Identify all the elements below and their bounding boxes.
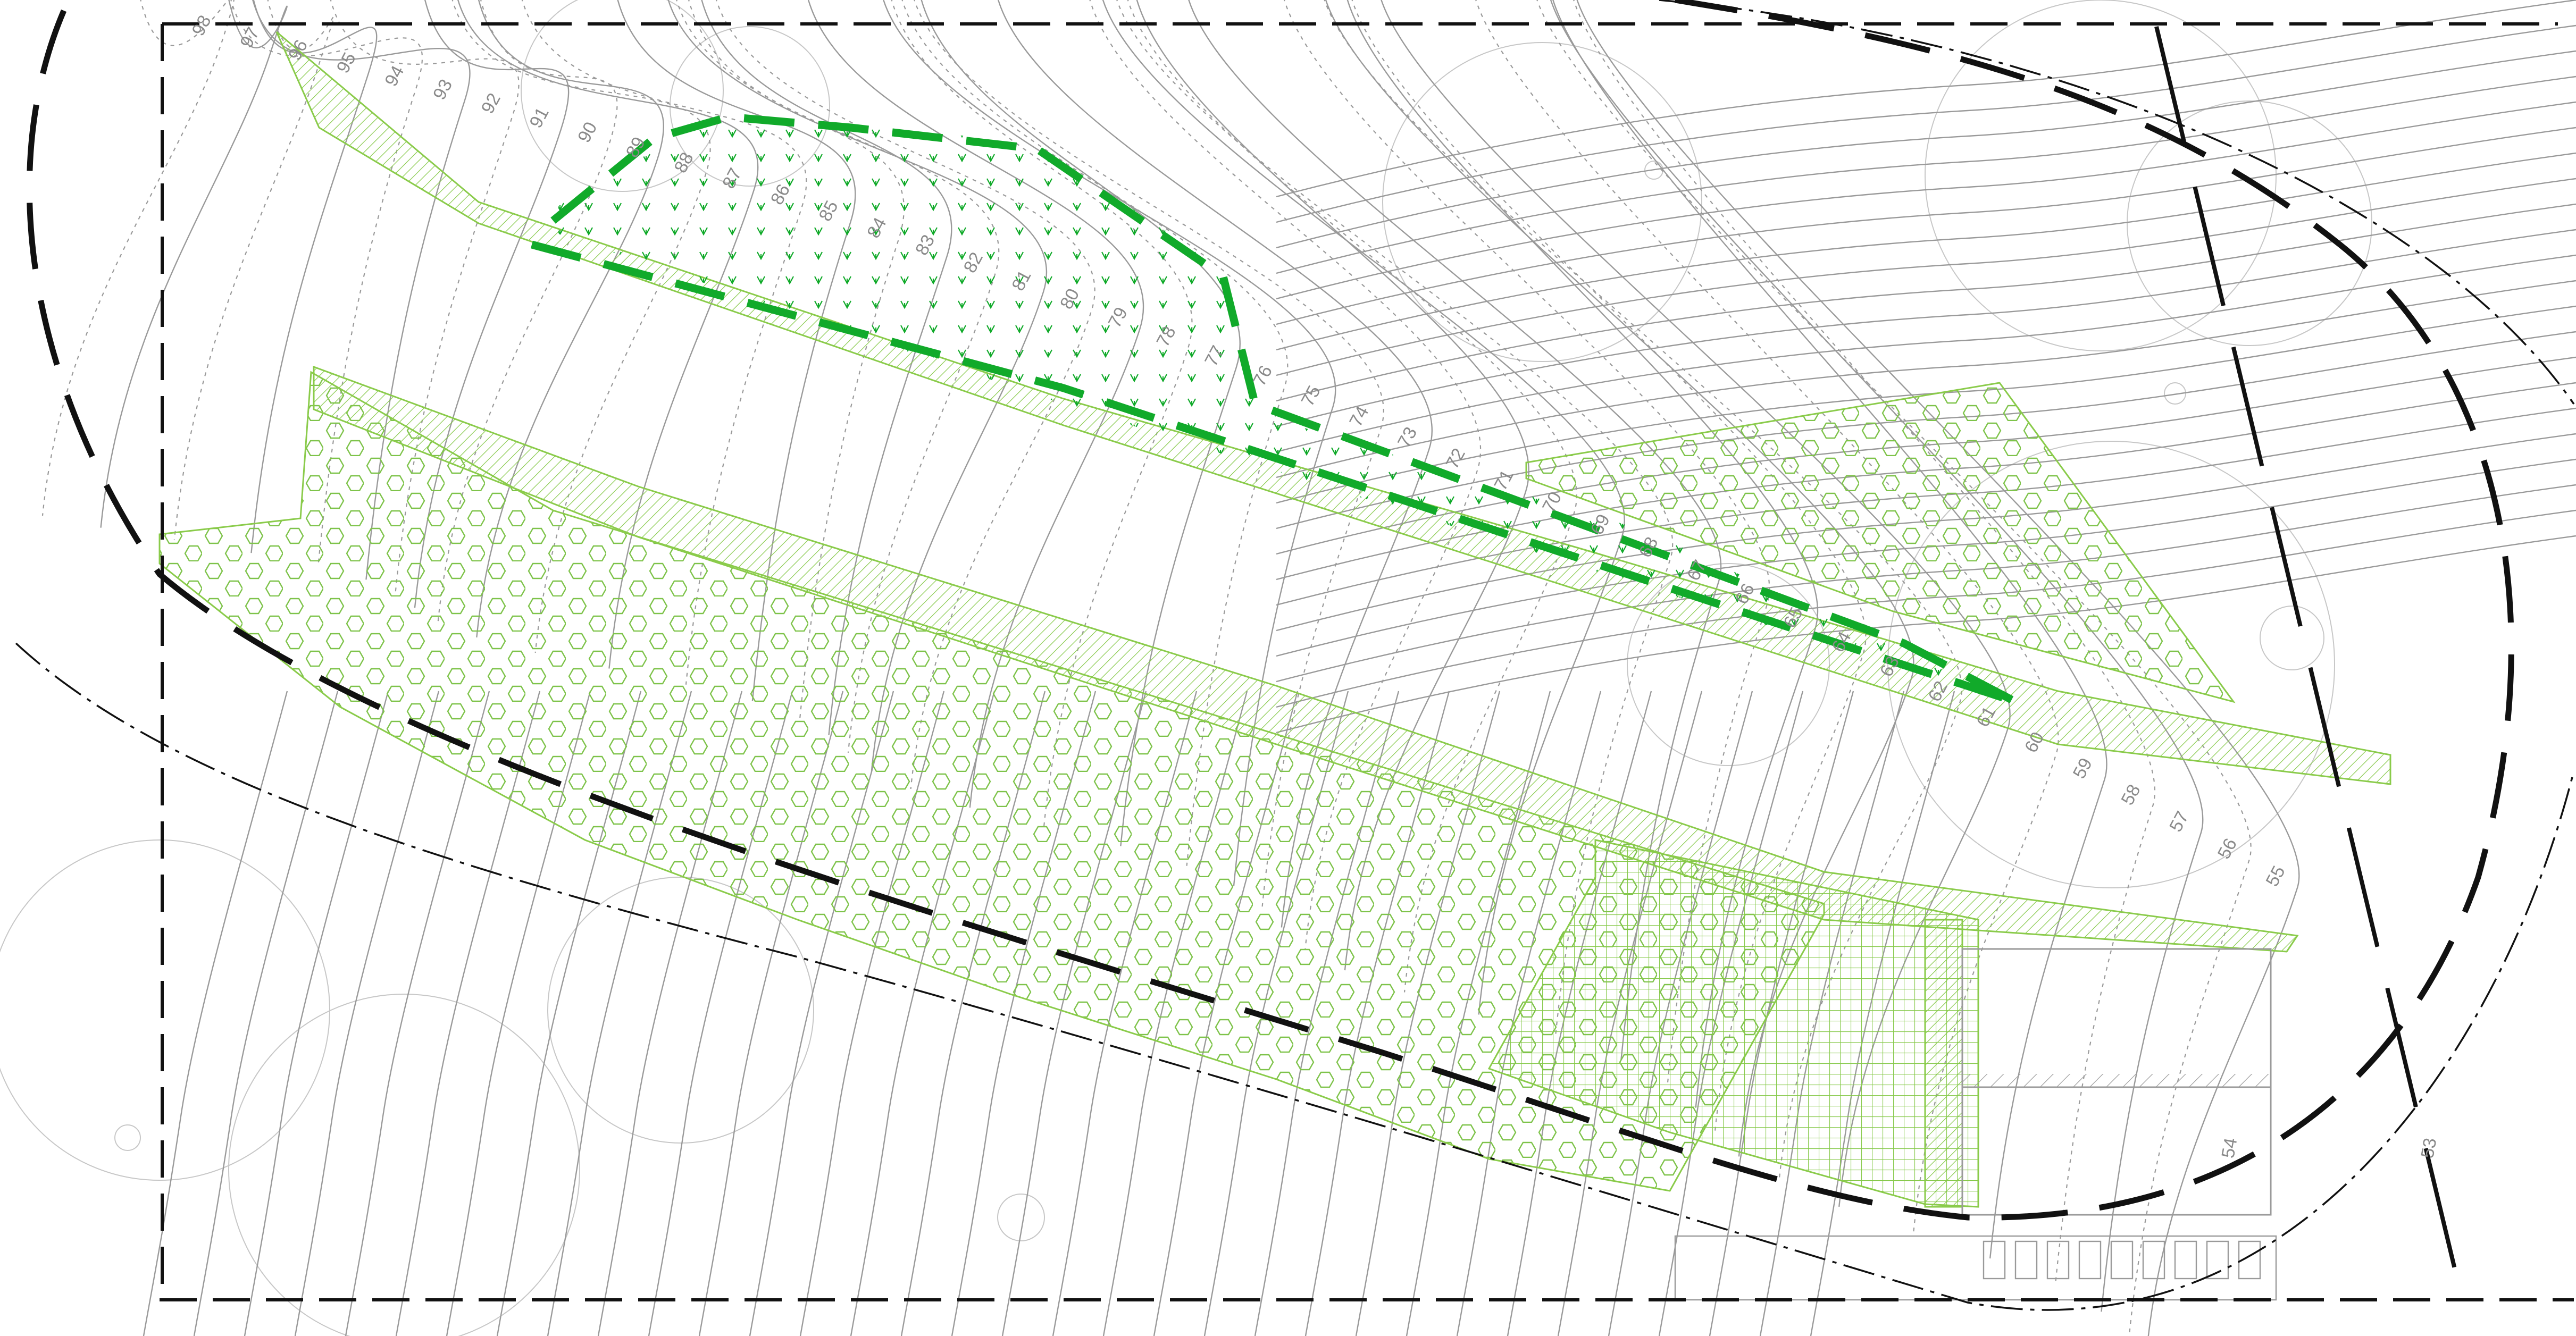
elevation-label: 72 xyxy=(1442,445,1469,472)
elevation-label: 73 xyxy=(1394,424,1421,451)
elevation-label: 58 xyxy=(2117,781,2144,808)
grass-area xyxy=(558,117,2010,702)
hatched-band-lower xyxy=(313,365,2299,953)
contour-line xyxy=(1536,0,2252,1336)
contour-line xyxy=(230,0,423,566)
diagonal-dashed-line xyxy=(2154,26,2464,1300)
contour-line xyxy=(193,691,339,1336)
contour-line xyxy=(1276,280,2576,478)
elevation-label: 53 xyxy=(2417,1137,2440,1160)
contour-line xyxy=(294,691,440,1336)
elevation-label: 90 xyxy=(574,119,601,146)
background-tree-circles xyxy=(0,0,2372,1336)
contour-line xyxy=(1276,229,2576,427)
contour-line xyxy=(1276,50,2576,249)
hatched-wall-strip xyxy=(1924,919,1963,1208)
elevation-label: 56 xyxy=(2214,835,2241,862)
site-boundary xyxy=(160,22,2574,1301)
green-dashed-boundary xyxy=(531,113,2018,706)
building-outline xyxy=(1674,948,2277,1301)
contour-line xyxy=(41,0,235,516)
contour-line xyxy=(330,0,520,594)
elevation-label: 93 xyxy=(429,76,456,103)
contour-line xyxy=(676,0,1000,753)
contour-line xyxy=(1089,0,1482,949)
elevation-label: 54 xyxy=(2218,1137,2241,1160)
contour-line xyxy=(252,0,471,580)
elevation-label: 94 xyxy=(381,62,408,89)
chain-line xyxy=(15,0,2575,1311)
hexagon-meadow-east xyxy=(1525,382,2236,703)
contour-line xyxy=(1276,75,2576,274)
contour-line xyxy=(1573,0,2155,1285)
contour-line xyxy=(1276,127,2576,325)
elevation-label: 95 xyxy=(333,49,360,77)
contour-line xyxy=(244,691,389,1336)
contour-line xyxy=(1276,152,2576,351)
contour-line xyxy=(901,0,1289,866)
parking-bays xyxy=(1983,1240,2261,1280)
contour-line xyxy=(1276,254,2576,453)
contour-line xyxy=(395,691,541,1336)
contour-line xyxy=(173,0,334,541)
dashed-arc-boundaries xyxy=(26,0,2514,1221)
contour-line xyxy=(1276,24,2576,223)
contour-line xyxy=(143,691,288,1336)
elevation-label: 57 xyxy=(2165,808,2193,835)
elevation-label: 55 xyxy=(2262,863,2289,890)
planting-areas xyxy=(158,31,2391,1208)
elevation-label: 75 xyxy=(1298,382,1325,409)
elevation-label: 59 xyxy=(2069,755,2096,782)
elevation-label: 74 xyxy=(1345,403,1373,430)
contour-line xyxy=(100,0,288,528)
elevation-label: 91 xyxy=(525,104,553,131)
contour-line xyxy=(345,691,490,1336)
grid-terrace-area xyxy=(1487,839,1979,1208)
contour-line xyxy=(1276,203,2576,402)
contour-line xyxy=(1276,0,2576,198)
contour-line xyxy=(1576,0,2300,1336)
contour-line xyxy=(1276,178,2576,376)
elevation-label: 92 xyxy=(478,90,505,117)
contour-line xyxy=(1276,101,2576,300)
elevation-label: 98 xyxy=(188,12,215,39)
